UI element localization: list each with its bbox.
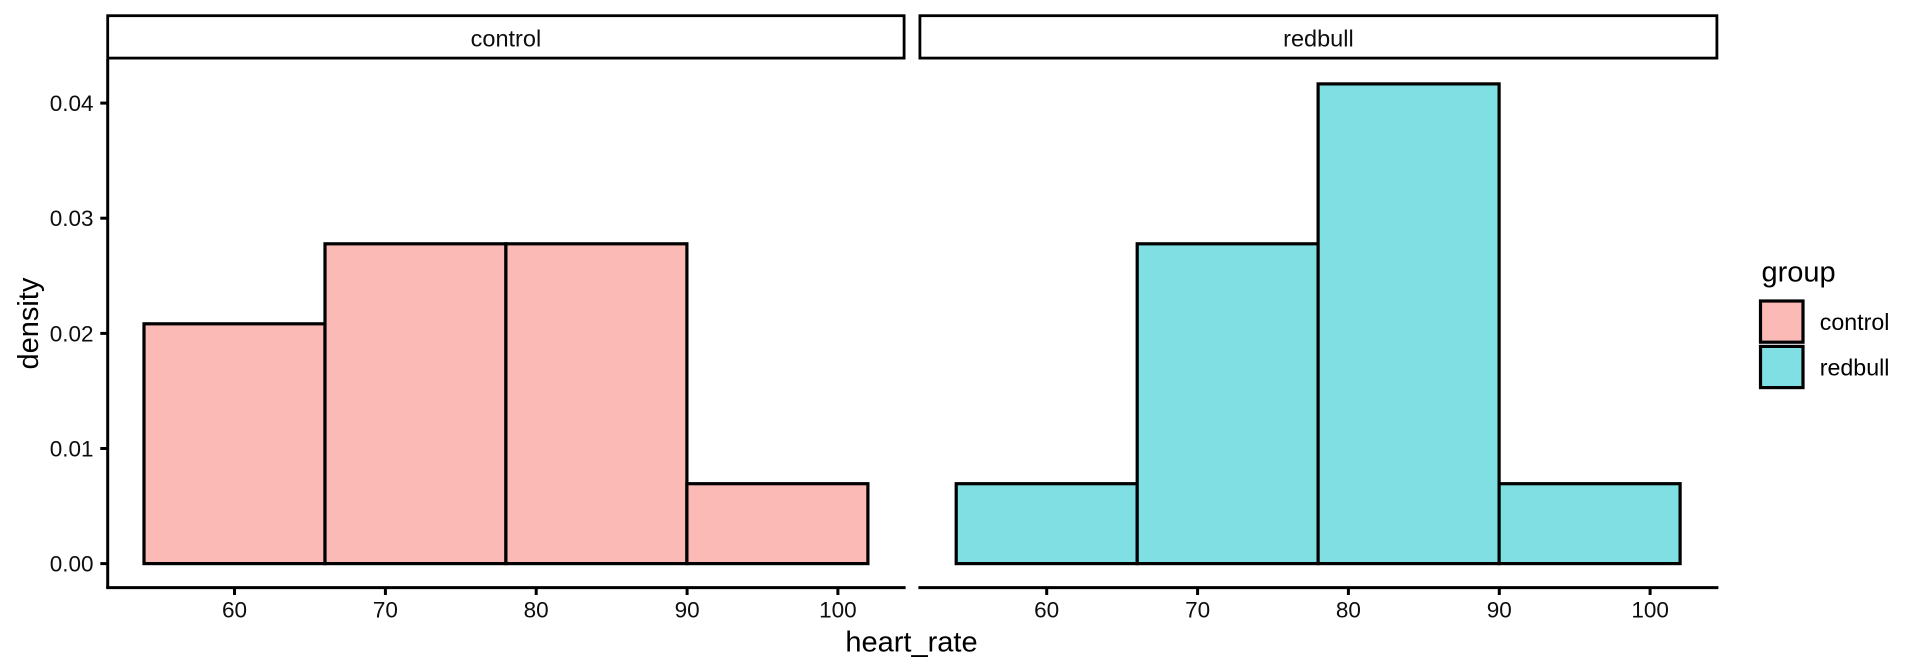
svg-text:0.01: 0.01 <box>50 437 94 462</box>
svg-text:0.03: 0.03 <box>50 206 94 231</box>
svg-text:redbull: redbull <box>1820 354 1890 380</box>
svg-text:80: 80 <box>1336 598 1361 623</box>
svg-text:control: control <box>1820 309 1890 335</box>
svg-text:90: 90 <box>675 598 700 623</box>
svg-text:0.00: 0.00 <box>50 552 94 577</box>
svg-text:60: 60 <box>222 598 247 623</box>
svg-text:density: density <box>13 277 45 369</box>
svg-text:heart_rate: heart_rate <box>845 626 977 658</box>
svg-text:0.04: 0.04 <box>50 91 94 116</box>
svg-text:70: 70 <box>1185 598 1210 623</box>
svg-text:80: 80 <box>524 598 549 623</box>
svg-text:100: 100 <box>1631 598 1669 623</box>
svg-text:90: 90 <box>1487 598 1512 623</box>
svg-text:0.02: 0.02 <box>50 321 94 346</box>
svg-text:group: group <box>1762 257 1836 289</box>
svg-text:60: 60 <box>1034 598 1059 623</box>
svg-text:70: 70 <box>373 598 398 623</box>
svg-text:redbull: redbull <box>1283 25 1354 51</box>
svg-text:100: 100 <box>819 598 857 623</box>
svg-text:control: control <box>471 25 542 51</box>
